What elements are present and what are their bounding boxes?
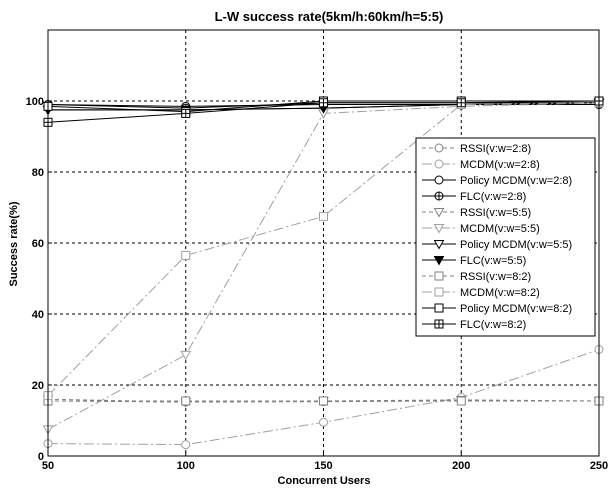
legend-item: FLC(v:w=5:5) <box>422 255 526 267</box>
y-axis-label: Success rate(%) <box>8 201 20 286</box>
legend-item: RSSI(v:w=5:5) <box>422 207 531 219</box>
data-point <box>319 417 328 427</box>
data-point <box>434 271 444 281</box>
x-tick-label: 200 <box>452 460 470 472</box>
y-tick-label: 60 <box>32 238 44 250</box>
data-point <box>434 143 444 153</box>
legend-item: RSSI(v:w=8:2) <box>422 271 531 283</box>
legend-label: MCDM(v:w=5:5) <box>460 223 540 235</box>
legend-label: Policy MCDM(v:w=2:8) <box>460 175 572 187</box>
legend-box <box>415 137 596 337</box>
series-line <box>47 102 600 397</box>
y-tick-label: 0 <box>38 451 44 463</box>
legend-item: FLC(v:w=2:8) <box>422 191 526 203</box>
data-point <box>433 208 445 218</box>
legend-item: Policy MCDM(v:w=5:5) <box>422 239 572 251</box>
x-tick-label: 250 <box>590 460 608 472</box>
y-tick-label: 100 <box>26 96 44 108</box>
data-point <box>181 396 191 406</box>
legend-label: RSSI(v:w=5:5) <box>460 207 531 219</box>
legend-label: MCDM(v:w=2:8) <box>460 159 540 171</box>
data-point <box>181 250 191 260</box>
data-point <box>319 211 328 221</box>
legend-item: MCDM(v:w=2:8) <box>422 159 540 171</box>
x-tick-label: 150 <box>314 460 332 472</box>
x-axis-label: Concurrent Users <box>278 475 371 487</box>
data-point <box>433 256 445 266</box>
data-point <box>433 224 445 234</box>
legend-label: MCDM(v:w=8:2) <box>460 287 540 299</box>
legend-item: Policy MCDM(v:w=8:2) <box>422 303 572 315</box>
legend-label: RSSI(v:w=2:8) <box>460 143 531 155</box>
legend-label: RSSI(v:w=8:2) <box>460 271 531 283</box>
data-point <box>434 287 444 297</box>
legend-label: FLC(v:w=5:5) <box>460 255 526 267</box>
data-point <box>456 396 466 406</box>
legend-item: MCDM(v:w=8:2) <box>422 287 540 299</box>
data-point <box>181 440 191 450</box>
legend-item: RSSI(v:w=2:8) <box>422 143 531 155</box>
data-point <box>434 159 444 169</box>
data-point <box>180 350 192 361</box>
data-point <box>434 175 444 185</box>
y-tick-label: 40 <box>32 309 44 321</box>
series <box>43 396 604 406</box>
data-point <box>434 303 444 313</box>
x-tick-label: 50 <box>42 460 54 472</box>
legend-item: FLC(v:w=8:2) <box>422 319 526 331</box>
legend: RSSI(v:w=2:8) MCDM(v:w=2:8) Policy MCDM(v:… <box>415 137 596 337</box>
y-tick-label: 80 <box>32 167 44 179</box>
chart-title: L-W success rate(5km/h:60km/h=5:5) <box>215 9 444 24</box>
legend-label: FLC(v:w=8:2) <box>460 319 526 331</box>
data-point <box>433 240 445 250</box>
legend-label: Policy MCDM(v:w=8:2) <box>460 303 572 315</box>
legend-item: MCDM(v:w=5:5) <box>422 223 540 235</box>
x-tick-label: 100 <box>177 460 195 472</box>
y-tick-label: 20 <box>32 380 44 392</box>
data-point <box>319 396 328 406</box>
legend-label: FLC(v:w=2:8) <box>460 191 526 203</box>
legend-label: Policy MCDM(v:w=5:5) <box>460 239 572 251</box>
tick-labels: 50 100 150 200 250 0 20 40 60 80 100 <box>26 96 609 472</box>
legend-item: Policy MCDM(v:w=2:8) <box>422 175 572 187</box>
grid <box>48 30 599 456</box>
